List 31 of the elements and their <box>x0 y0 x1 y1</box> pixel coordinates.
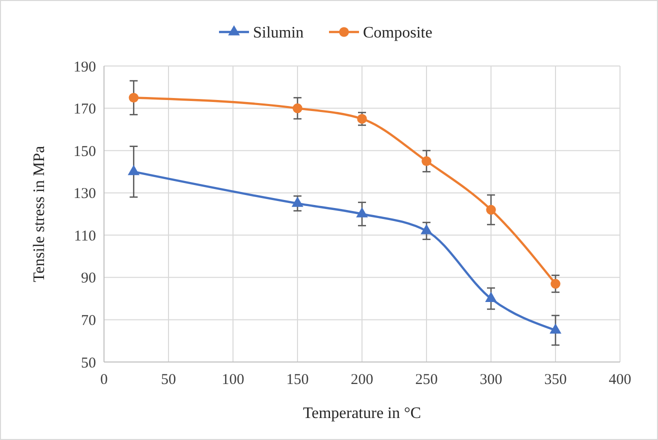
x-axis-title: Temperature in °C <box>302 405 422 422</box>
x-tick-label: 250 <box>415 372 438 388</box>
legend-label: Silumin <box>253 24 304 42</box>
y-tick-label: 150 <box>74 144 96 160</box>
y-tick-label: 50 <box>81 355 96 372</box>
point <box>128 164 140 176</box>
y-tick-label: 110 <box>74 228 96 244</box>
point <box>356 207 368 218</box>
x-tick-label: 200 <box>350 372 374 388</box>
x-tick-label: 0 <box>100 372 108 388</box>
legend-label: Composite <box>363 24 432 42</box>
y-tick-label: 190 <box>74 59 96 76</box>
point <box>292 196 304 207</box>
y-tick-label: 70 <box>81 312 96 329</box>
point <box>422 156 432 166</box>
x-tick-label: 50 <box>161 372 176 388</box>
point <box>486 204 496 215</box>
x-tick-label: 400 <box>608 372 632 388</box>
y-tick-label: 130 <box>74 186 96 202</box>
y-axis-title: Tensile stress in MPa <box>31 146 48 282</box>
point <box>485 292 497 302</box>
x-tick-label: 100 <box>222 372 244 388</box>
point <box>420 224 432 234</box>
x-tick-label: 350 <box>544 372 567 388</box>
x-tick-label: 300 <box>480 372 502 388</box>
y-tick-label: 90 <box>81 270 96 287</box>
x-tick-label: 150 <box>286 372 309 388</box>
point <box>550 323 562 334</box>
y-tick-label: 170 <box>74 102 96 118</box>
point <box>292 103 302 114</box>
point <box>128 92 139 103</box>
